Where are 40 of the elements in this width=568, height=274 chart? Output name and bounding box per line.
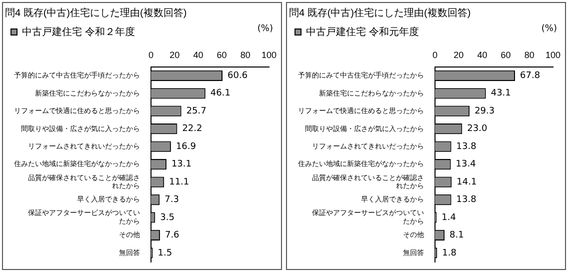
data-label: 1.8 (442, 248, 457, 258)
data-label: 22.2 (182, 124, 202, 134)
x-tick-label: 20 (454, 50, 464, 60)
data-label: 7.3 (164, 195, 179, 206)
data-label: 11.1 (169, 177, 190, 188)
data-label: 13.1 (171, 160, 192, 170)
x-tick-label: 20 (170, 50, 180, 60)
data-label: 13.8 (456, 195, 477, 206)
x-tick-label: 60 (216, 50, 227, 60)
data-label: 7.6 (164, 230, 180, 241)
x-tick-label: 100 (261, 50, 277, 60)
x-axis-title: (%) (541, 24, 557, 34)
chart-title: 問4 既存(中古)住宅にした理由(複数回答) (5, 6, 187, 19)
data-label: 3.5 (160, 212, 174, 223)
data-label: 13.8 (456, 142, 477, 152)
data-label: 67.8 (520, 71, 540, 82)
x-tick-label: 40 (193, 50, 204, 60)
x-tick-label: 60 (500, 50, 511, 60)
data-label: 1.5 (158, 248, 172, 258)
data-label: 8.1 (450, 230, 464, 241)
x-tick-label: 0 (432, 50, 438, 60)
data-label: 14.1 (456, 177, 477, 188)
x-tick-label: 100 (545, 50, 561, 60)
data-label: 43.1 (490, 88, 511, 99)
x-tick-label: 0 (148, 50, 154, 60)
chart-title: 問4 既存(中古)住宅にした理由(複数回答) (289, 6, 471, 19)
legend-label: 中古戸建住宅 令和２年度 (22, 26, 135, 38)
data-label: 23.0 (467, 124, 488, 134)
x-tick-label: 80 (524, 50, 534, 60)
data-label: 13.4 (456, 160, 476, 170)
data-label: 1.4 (442, 212, 456, 223)
x-tick-label: 80 (240, 50, 250, 60)
x-tick-label: 40 (477, 50, 488, 60)
data-label: 29.3 (474, 106, 495, 116)
data-label: 25.7 (186, 106, 206, 116)
data-label: 16.9 (176, 142, 196, 152)
legend-label: 中古戸建住宅 令和元年度 (306, 26, 419, 38)
data-label: 60.6 (228, 71, 248, 82)
x-axis-title: (%) (257, 24, 273, 34)
data-label: 46.1 (210, 88, 230, 99)
